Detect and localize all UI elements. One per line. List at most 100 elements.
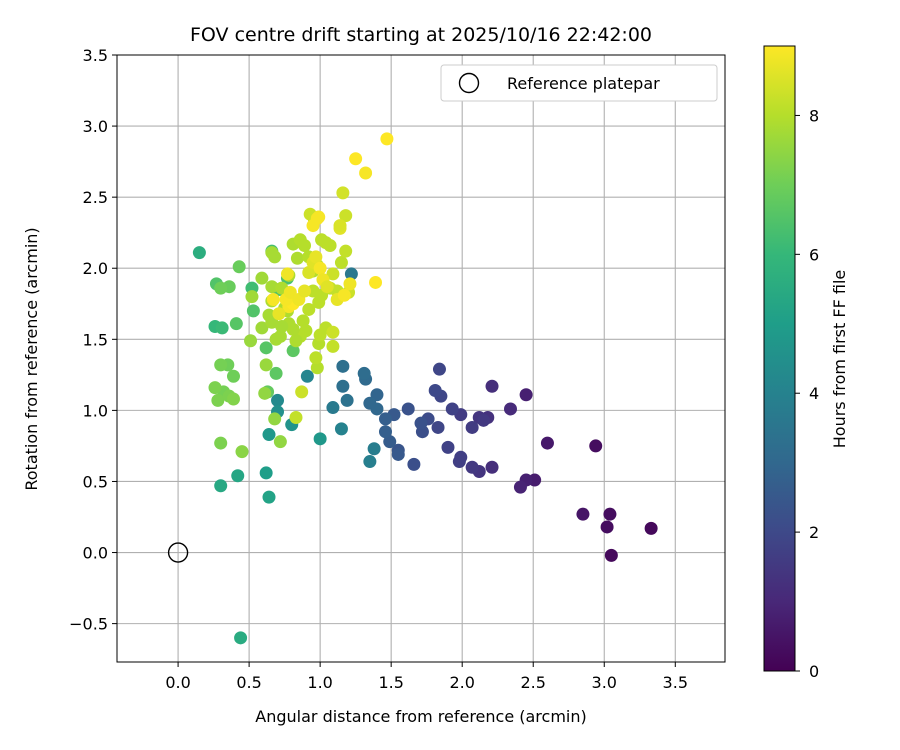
data-point [485, 379, 499, 393]
chart-title: FOV centre drift starting at 2025/10/16 … [190, 24, 652, 46]
data-point [604, 548, 618, 562]
data-point [226, 392, 240, 406]
data-point [340, 393, 354, 407]
data-point [310, 361, 324, 375]
data-point [300, 369, 314, 383]
colorbar-tick-label: 0 [809, 662, 819, 681]
data-point [214, 281, 228, 295]
colorbar-frame [763, 45, 796, 672]
data-point [309, 250, 323, 264]
legend-reference-marker [458, 72, 480, 94]
x-tick-label: 3.0 [592, 673, 617, 692]
data-point [290, 251, 304, 265]
plot-frame [116, 54, 726, 663]
data-point [296, 314, 310, 328]
data-point [215, 321, 229, 335]
data-point [313, 261, 327, 275]
data-point [454, 450, 468, 464]
legend-label: Reference platepar [507, 74, 660, 93]
data-point [246, 304, 260, 318]
data-point [298, 284, 312, 298]
data-point [339, 209, 353, 223]
y-axis-label: Rotation from reference (arcmin) [22, 227, 41, 490]
data-point [334, 256, 348, 270]
data-point [370, 388, 384, 402]
data-point [336, 359, 350, 373]
data-point [378, 412, 392, 426]
y-tick-label: 1.5 [83, 330, 108, 349]
data-point [326, 339, 340, 353]
data-point [268, 250, 282, 264]
data-point [283, 285, 297, 299]
data-point [229, 317, 243, 331]
y-tick-label: 2.0 [83, 259, 108, 278]
data-point [266, 293, 280, 307]
data-point [235, 445, 249, 459]
data-point [465, 460, 479, 474]
data-point [275, 320, 289, 334]
data-point [600, 520, 614, 534]
data-point [465, 420, 479, 434]
data-point [255, 271, 269, 285]
data-point [401, 402, 415, 416]
data-point [268, 412, 282, 426]
data-point [383, 435, 397, 449]
data-point [214, 358, 228, 372]
data-point [378, 425, 392, 439]
data-point [259, 358, 273, 372]
data-point [302, 265, 316, 279]
data-point [344, 267, 358, 281]
data-point [262, 308, 276, 322]
data-point [259, 341, 273, 355]
data-point [259, 466, 273, 480]
data-point [289, 334, 303, 348]
data-point [320, 280, 334, 294]
data-point [391, 447, 405, 461]
x-tick-label: 0.0 [165, 673, 190, 692]
data-point [272, 307, 286, 321]
x-tick-label: 1.0 [307, 673, 332, 692]
data-point [339, 244, 353, 258]
data-point [232, 260, 246, 274]
data-point [363, 396, 377, 410]
data-point [289, 410, 303, 424]
data-point [262, 428, 276, 442]
data-point [644, 521, 658, 535]
x-axis-label: Angular distance from reference (arcmin) [255, 707, 586, 726]
data-point [211, 393, 225, 407]
data-point [576, 507, 590, 521]
data-point [445, 402, 459, 416]
data-point [312, 295, 326, 309]
y-axis-ticks: −0.5 0.0 0.5 1.0 1.5 2.0 2.5 3.0 3.5 [69, 46, 117, 634]
y-tick-label: 3.0 [83, 117, 108, 136]
y-tick-label: −0.5 [69, 615, 108, 634]
data-point [485, 460, 499, 474]
legend-box [440, 64, 718, 102]
data-point [326, 401, 340, 415]
colorbar-tick-label: 6 [809, 245, 819, 264]
data-point [298, 238, 312, 252]
data-point [326, 267, 340, 281]
data-point [273, 435, 287, 449]
data-point [359, 166, 373, 180]
data-point [503, 402, 517, 416]
data-point [214, 436, 228, 450]
data-point [265, 280, 279, 294]
data-point [343, 277, 357, 291]
data-point [519, 388, 533, 402]
data-point [477, 413, 491, 427]
x-tick-label: 2.0 [449, 673, 474, 692]
legend: Reference platepar [440, 64, 718, 102]
data-point [441, 440, 455, 454]
data-point [334, 422, 348, 436]
y-tick-label: 0.0 [83, 544, 108, 563]
data-point [208, 381, 222, 395]
x-tick-label: 2.5 [520, 673, 545, 692]
data-point [214, 479, 228, 493]
data-point [333, 219, 347, 233]
data-point [380, 132, 394, 146]
y-tick-label: 3.5 [83, 46, 108, 65]
colorbar-ticks: 0 2 4 6 8 [795, 106, 819, 681]
